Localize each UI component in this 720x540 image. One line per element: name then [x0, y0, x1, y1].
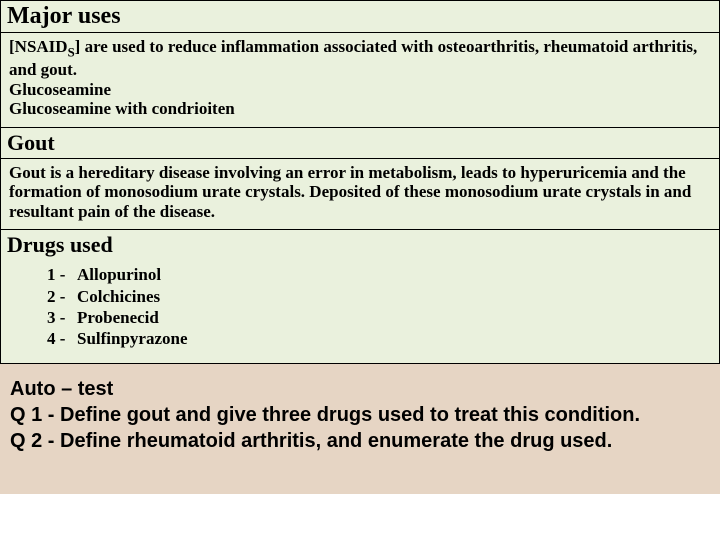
- list-label: Sulfinpyrazone: [77, 328, 188, 349]
- section3-title: Drugs used: [1, 229, 719, 262]
- section1-body: [NSAIDS] are used to reduce inflammation…: [1, 33, 719, 127]
- list-item: 3 - Probenecid: [47, 307, 711, 328]
- list-num: 2 -: [47, 286, 77, 307]
- list-label: Probenecid: [77, 307, 159, 328]
- autotest-panel: Auto – test Q 1 - Define gout and give t…: [0, 364, 720, 494]
- glucoseamine-line: Glucoseamine: [9, 80, 111, 99]
- section1-title: Major uses: [1, 1, 719, 33]
- list-label: Colchicines: [77, 286, 160, 307]
- autotest-q2: Q 2 - Define rheumatoid arthritis, and e…: [10, 428, 710, 454]
- list-item: 4 - Sulfinpyrazone: [47, 328, 711, 349]
- glucoseamine-condrioiten-line: Glucoseamine with condrioiten: [9, 99, 235, 118]
- nsaid-prefix: [NSAID: [9, 37, 68, 56]
- nsaid-line: [NSAIDS] are used to reduce inflammation…: [9, 37, 697, 79]
- autotest-title: Auto – test: [10, 376, 710, 402]
- section2-title: Gout: [1, 127, 719, 159]
- list-num: 1 -: [47, 264, 77, 285]
- nsaid-sub: S: [68, 45, 75, 59]
- section2-body: Gout is a hereditary disease involving a…: [1, 159, 719, 230]
- list-item: 2 - Colchicines: [47, 286, 711, 307]
- nsaid-suffix: ] are used to reduce inflammation associ…: [9, 37, 697, 79]
- list-item: 1 - Allopurinol: [47, 264, 711, 285]
- autotest-q1: Q 1 - Define gout and give three drugs u…: [10, 402, 710, 428]
- list-num: 3 -: [47, 307, 77, 328]
- drugs-list: 1 - Allopurinol 2 - Colchicines 3 - Prob…: [1, 262, 719, 363]
- list-num: 4 -: [47, 328, 77, 349]
- upper-panel: Major uses [NSAIDS] are used to reduce i…: [0, 0, 720, 364]
- list-label: Allopurinol: [77, 264, 161, 285]
